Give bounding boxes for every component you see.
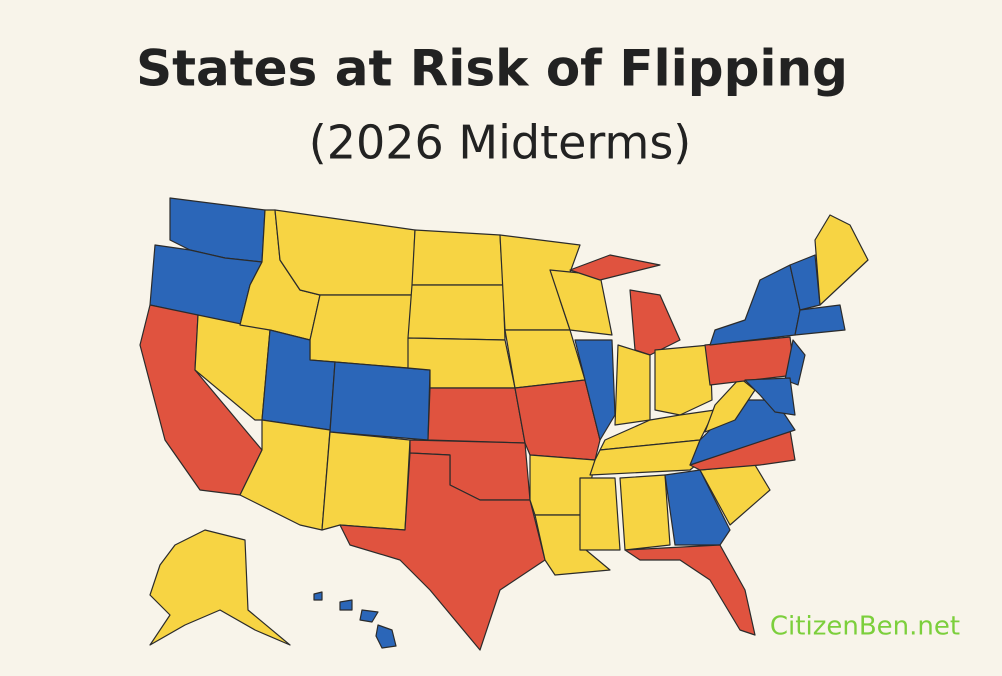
- state: [407, 284, 506, 341]
- state: [619, 474, 671, 551]
- state: [624, 544, 756, 636]
- us-map: [139, 197, 869, 651]
- state: [629, 289, 681, 356]
- state: [411, 229, 504, 286]
- state: [664, 469, 731, 546]
- state: [744, 377, 796, 416]
- state: [339, 452, 546, 651]
- state: [654, 344, 713, 416]
- state: [309, 294, 413, 369]
- state: [569, 254, 661, 281]
- state: [427, 387, 526, 444]
- state: [814, 214, 869, 306]
- state: [149, 529, 291, 646]
- state: [614, 344, 651, 426]
- state: [339, 599, 353, 611]
- state: [579, 477, 621, 551]
- state: [375, 624, 397, 649]
- state: [321, 431, 411, 531]
- state: [794, 304, 846, 336]
- state: [504, 329, 586, 389]
- title: States at Risk of Flipping: [136, 40, 848, 98]
- state: [239, 419, 331, 531]
- subtitle: (2026 Midterms): [309, 116, 691, 170]
- watermark: CitizenBen.net: [770, 612, 960, 642]
- state: [329, 361, 431, 441]
- state: [784, 339, 806, 386]
- state: [313, 591, 323, 601]
- state: [514, 379, 601, 461]
- state: [359, 609, 379, 623]
- state: [574, 339, 616, 441]
